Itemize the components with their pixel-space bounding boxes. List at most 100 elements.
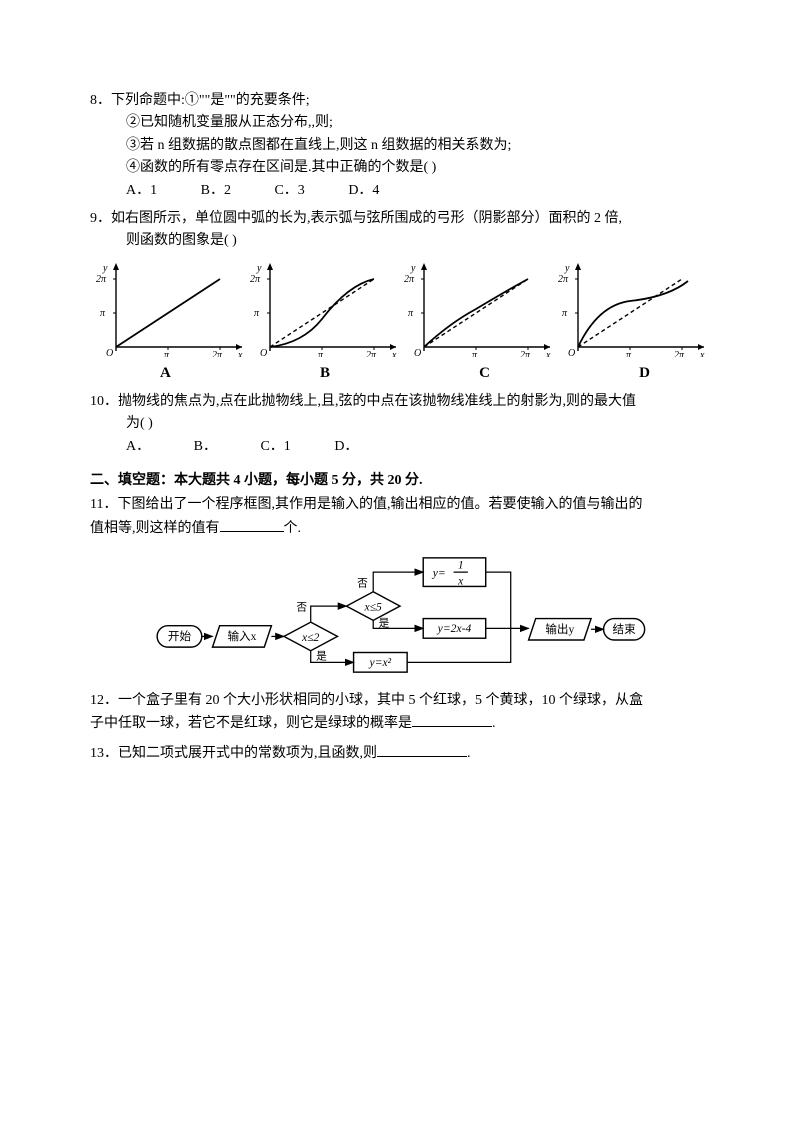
svg-text:2π: 2π <box>520 350 531 357</box>
fc-no1: 否 <box>296 602 307 614</box>
q11-text-b-wrap: 值相等,则这样的值有 个. <box>90 517 710 540</box>
fc-cond2-text: x≤5 <box>364 601 383 614</box>
svg-text:y: y <box>102 263 108 274</box>
q10-line2: 为( ) <box>90 413 710 435</box>
q8-number: 8． <box>90 93 111 108</box>
svg-text:y: y <box>410 263 416 274</box>
q8-options: A．1 B．2 C．3 D．4 <box>90 180 710 202</box>
q9-line1: 如右图所示，单位圆中弧的长为,表示弧与弦所围成的弓形（阴影部分）面积的 2 倍, <box>111 211 622 226</box>
q9-line2: 则函数的图象是( ) <box>90 230 710 252</box>
q9-graph-row: π 2π π 2π x y O <box>90 261 710 357</box>
label-c: C <box>479 361 490 385</box>
svg-text:2π: 2π <box>674 350 685 357</box>
svg-text:y: y <box>564 263 570 274</box>
q10-line1: 抛物线的焦点为,点在此抛物线上,且,弦的中点在该抛物线准线上的射影为,则的最大值 <box>118 394 636 409</box>
q12-text-c: . <box>492 716 496 731</box>
svg-text:2π: 2π <box>404 274 415 285</box>
fc-no2: 否 <box>357 578 368 590</box>
chart-b-svg: π 2π π 2π x y O <box>248 261 398 357</box>
chart-b: π 2π π 2π x y O <box>248 261 398 357</box>
label-d: D <box>639 361 650 385</box>
label-b: B <box>320 361 330 385</box>
fc-start-text: 开始 <box>168 629 192 643</box>
question-10: 10．抛物线的焦点为,点在此抛物线上,且,弦的中点在该抛物线准线上的射影为,则的… <box>90 391 710 458</box>
svg-text:2π: 2π <box>250 274 261 285</box>
chart-c: π 2π π 2π x y O <box>402 261 552 357</box>
fc-b1-text: y=x² <box>369 656 392 669</box>
chart-d: π 2π π 2π x y O <box>556 261 706 357</box>
q11-blank <box>220 517 284 532</box>
svg-text:π: π <box>100 308 106 319</box>
q11-text-c: 个. <box>284 521 302 536</box>
q8-opt-c: C．3 <box>274 180 304 202</box>
svg-text:2π: 2π <box>558 274 569 285</box>
q9-number: 9． <box>90 211 111 226</box>
label-a: A <box>160 361 171 385</box>
chart-c-svg: π 2π π 2π x y O <box>402 261 552 357</box>
svg-text:x: x <box>391 350 397 357</box>
question-13: 13．已知二项式展开式中的常数项为,且函数,则. <box>90 742 710 765</box>
question-8: 8．下列命题中:①""是""的充要条件; ②已知随机变量服从正态分布,,则; ③… <box>90 90 710 202</box>
fc-output-text: 输出y <box>545 622 574 636</box>
svg-text:π: π <box>318 350 324 357</box>
question-12: 12．一个盒子里有 20 个大小形状相同的小球，其中 5 个红球，5 个黄球，1… <box>90 690 710 736</box>
q10-opt-d: D． <box>334 436 358 458</box>
q10-number: 10． <box>90 394 118 409</box>
q13-number: 13． <box>90 746 118 761</box>
q13-blank <box>377 742 467 757</box>
fc-yes1: 是 <box>316 651 327 663</box>
q11-text-a: 下图给出了一个程序框图,其作用是输入的值,输出相应的值。若要使输入的值与输出的 <box>117 497 642 512</box>
q11-number: 11． <box>90 497 117 512</box>
fc-end-text: 结束 <box>613 623 637 636</box>
question-9: 9．如右图所示，单位圆中弧的长为,表示弧与弦所围成的弓形（阴影部分）面积的 2 … <box>90 208 710 385</box>
flowchart-svg: 开始 输入x x≤2 x≤5 y=x² y=2x-4 y= <box>150 550 650 680</box>
svg-text:π: π <box>164 350 170 357</box>
fc-yes2: 是 <box>379 618 390 630</box>
q12-blank <box>412 712 492 727</box>
svg-text:π: π <box>626 350 632 357</box>
q8-line1: 下列命题中:①""是""的充要条件; <box>111 93 310 108</box>
q10-options: A． B． C．1 D． <box>90 436 710 458</box>
svg-text:π: π <box>472 350 478 357</box>
q8-line4: ④函数的所有零点存在区间是.其中正确的个数是( ) <box>90 157 710 179</box>
q10-opt-b: B． <box>194 436 217 458</box>
q8-line2: ②已知随机变量服从正态分布,,则; <box>90 112 710 134</box>
flowchart-container: 开始 输入x x≤2 x≤5 y=x² y=2x-4 y= <box>90 550 710 680</box>
svg-text:x: x <box>545 350 551 357</box>
fc-cond1-text: x≤2 <box>301 631 320 644</box>
svg-text:π: π <box>562 308 568 319</box>
chart-a-svg: π 2π π 2π x y O <box>94 261 244 357</box>
q8-opt-a: A．1 <box>126 180 157 202</box>
svg-text:O: O <box>568 348 575 357</box>
svg-text:2π: 2π <box>366 350 377 357</box>
q10-opt-a: A． <box>126 436 150 458</box>
svg-text:π: π <box>408 308 414 319</box>
svg-text:x: x <box>699 350 705 357</box>
fc-b2-text: y=2x-4 <box>437 622 472 635</box>
svg-text:O: O <box>106 348 113 357</box>
section-2-header: 二、填空题：本大题共 4 小题，每小题 5 分，共 20 分. <box>90 470 710 492</box>
svg-text:y: y <box>256 263 262 274</box>
fc-input-text: 输入x <box>227 629 256 643</box>
q8-opt-b: B．2 <box>201 180 231 202</box>
svg-text:π: π <box>254 308 260 319</box>
q9-graph-labels: A B C D <box>90 361 710 385</box>
q12-line2: 子中任取一球，若它不是红球，则它是绿球的概率是. <box>90 712 710 735</box>
svg-text:O: O <box>414 348 421 357</box>
exam-page: 8．下列命题中:①""是""的充要条件; ②已知随机变量服从正态分布,,则; ③… <box>0 0 800 811</box>
q12-text-a: 一个盒子里有 20 个大小形状相同的小球，其中 5 个红球，5 个黄球，10 个… <box>118 693 643 708</box>
fc-b3-bot: x <box>457 575 464 588</box>
q10-opt-c: C．1 <box>260 436 290 458</box>
q8-line3: ③若 n 组数据的散点图都在直线上,则这 n 组数据的相关系数为; <box>90 135 710 157</box>
svg-text:2π: 2π <box>96 274 107 285</box>
q12-number: 12． <box>90 693 118 708</box>
chart-a: π 2π π 2π x y O <box>94 261 244 357</box>
q13-text-b: . <box>467 746 471 761</box>
q8-opt-d: D．4 <box>348 180 379 202</box>
svg-text:x: x <box>237 350 243 357</box>
fc-b3-top: 1 <box>458 559 464 572</box>
q13-text-a: 已知二项式展开式中的常数项为,且函数,则 <box>118 746 377 761</box>
svg-text:O: O <box>260 348 267 357</box>
chart-d-svg: π 2π π 2π x y O <box>556 261 706 357</box>
q11-text-b: 值相等,则这样的值有 <box>90 521 220 536</box>
